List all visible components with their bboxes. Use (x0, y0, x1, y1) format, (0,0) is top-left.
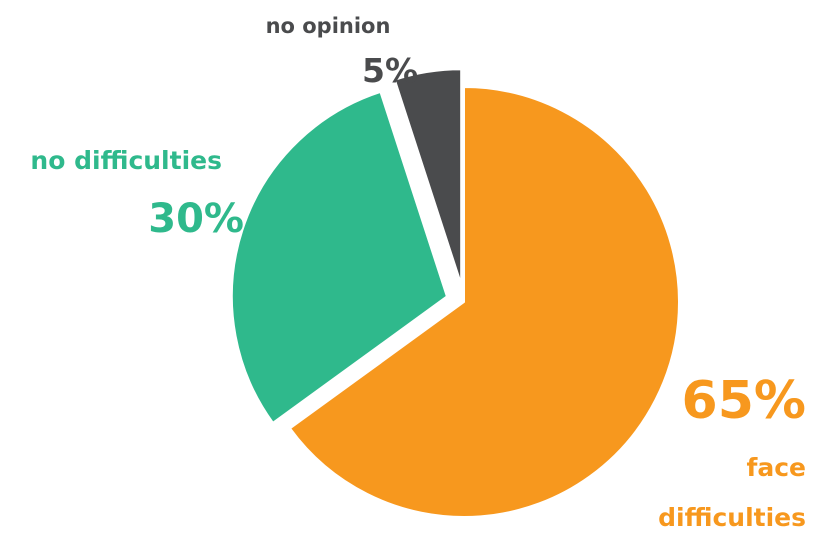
slice-label-face-difficulties-line1: face (746, 453, 806, 482)
slice-label-no-difficulties: no difficulties (30, 146, 222, 175)
pie-slices (230, 68, 680, 518)
slice-percent-face-difficulties: 65% (682, 371, 806, 431)
slice-percent-no-opinion: 5% (362, 51, 418, 90)
pie-slice-no-opinion (393, 68, 463, 286)
slice-percent-no-difficulties: 30% (148, 196, 244, 242)
slice-label-face-difficulties-line2: difficulties (658, 503, 806, 532)
slice-label-no-opinion: no opinion (266, 14, 391, 38)
pie-slice-face-difficulties (289, 86, 680, 518)
pie-slice-no-difficulties (230, 90, 448, 424)
